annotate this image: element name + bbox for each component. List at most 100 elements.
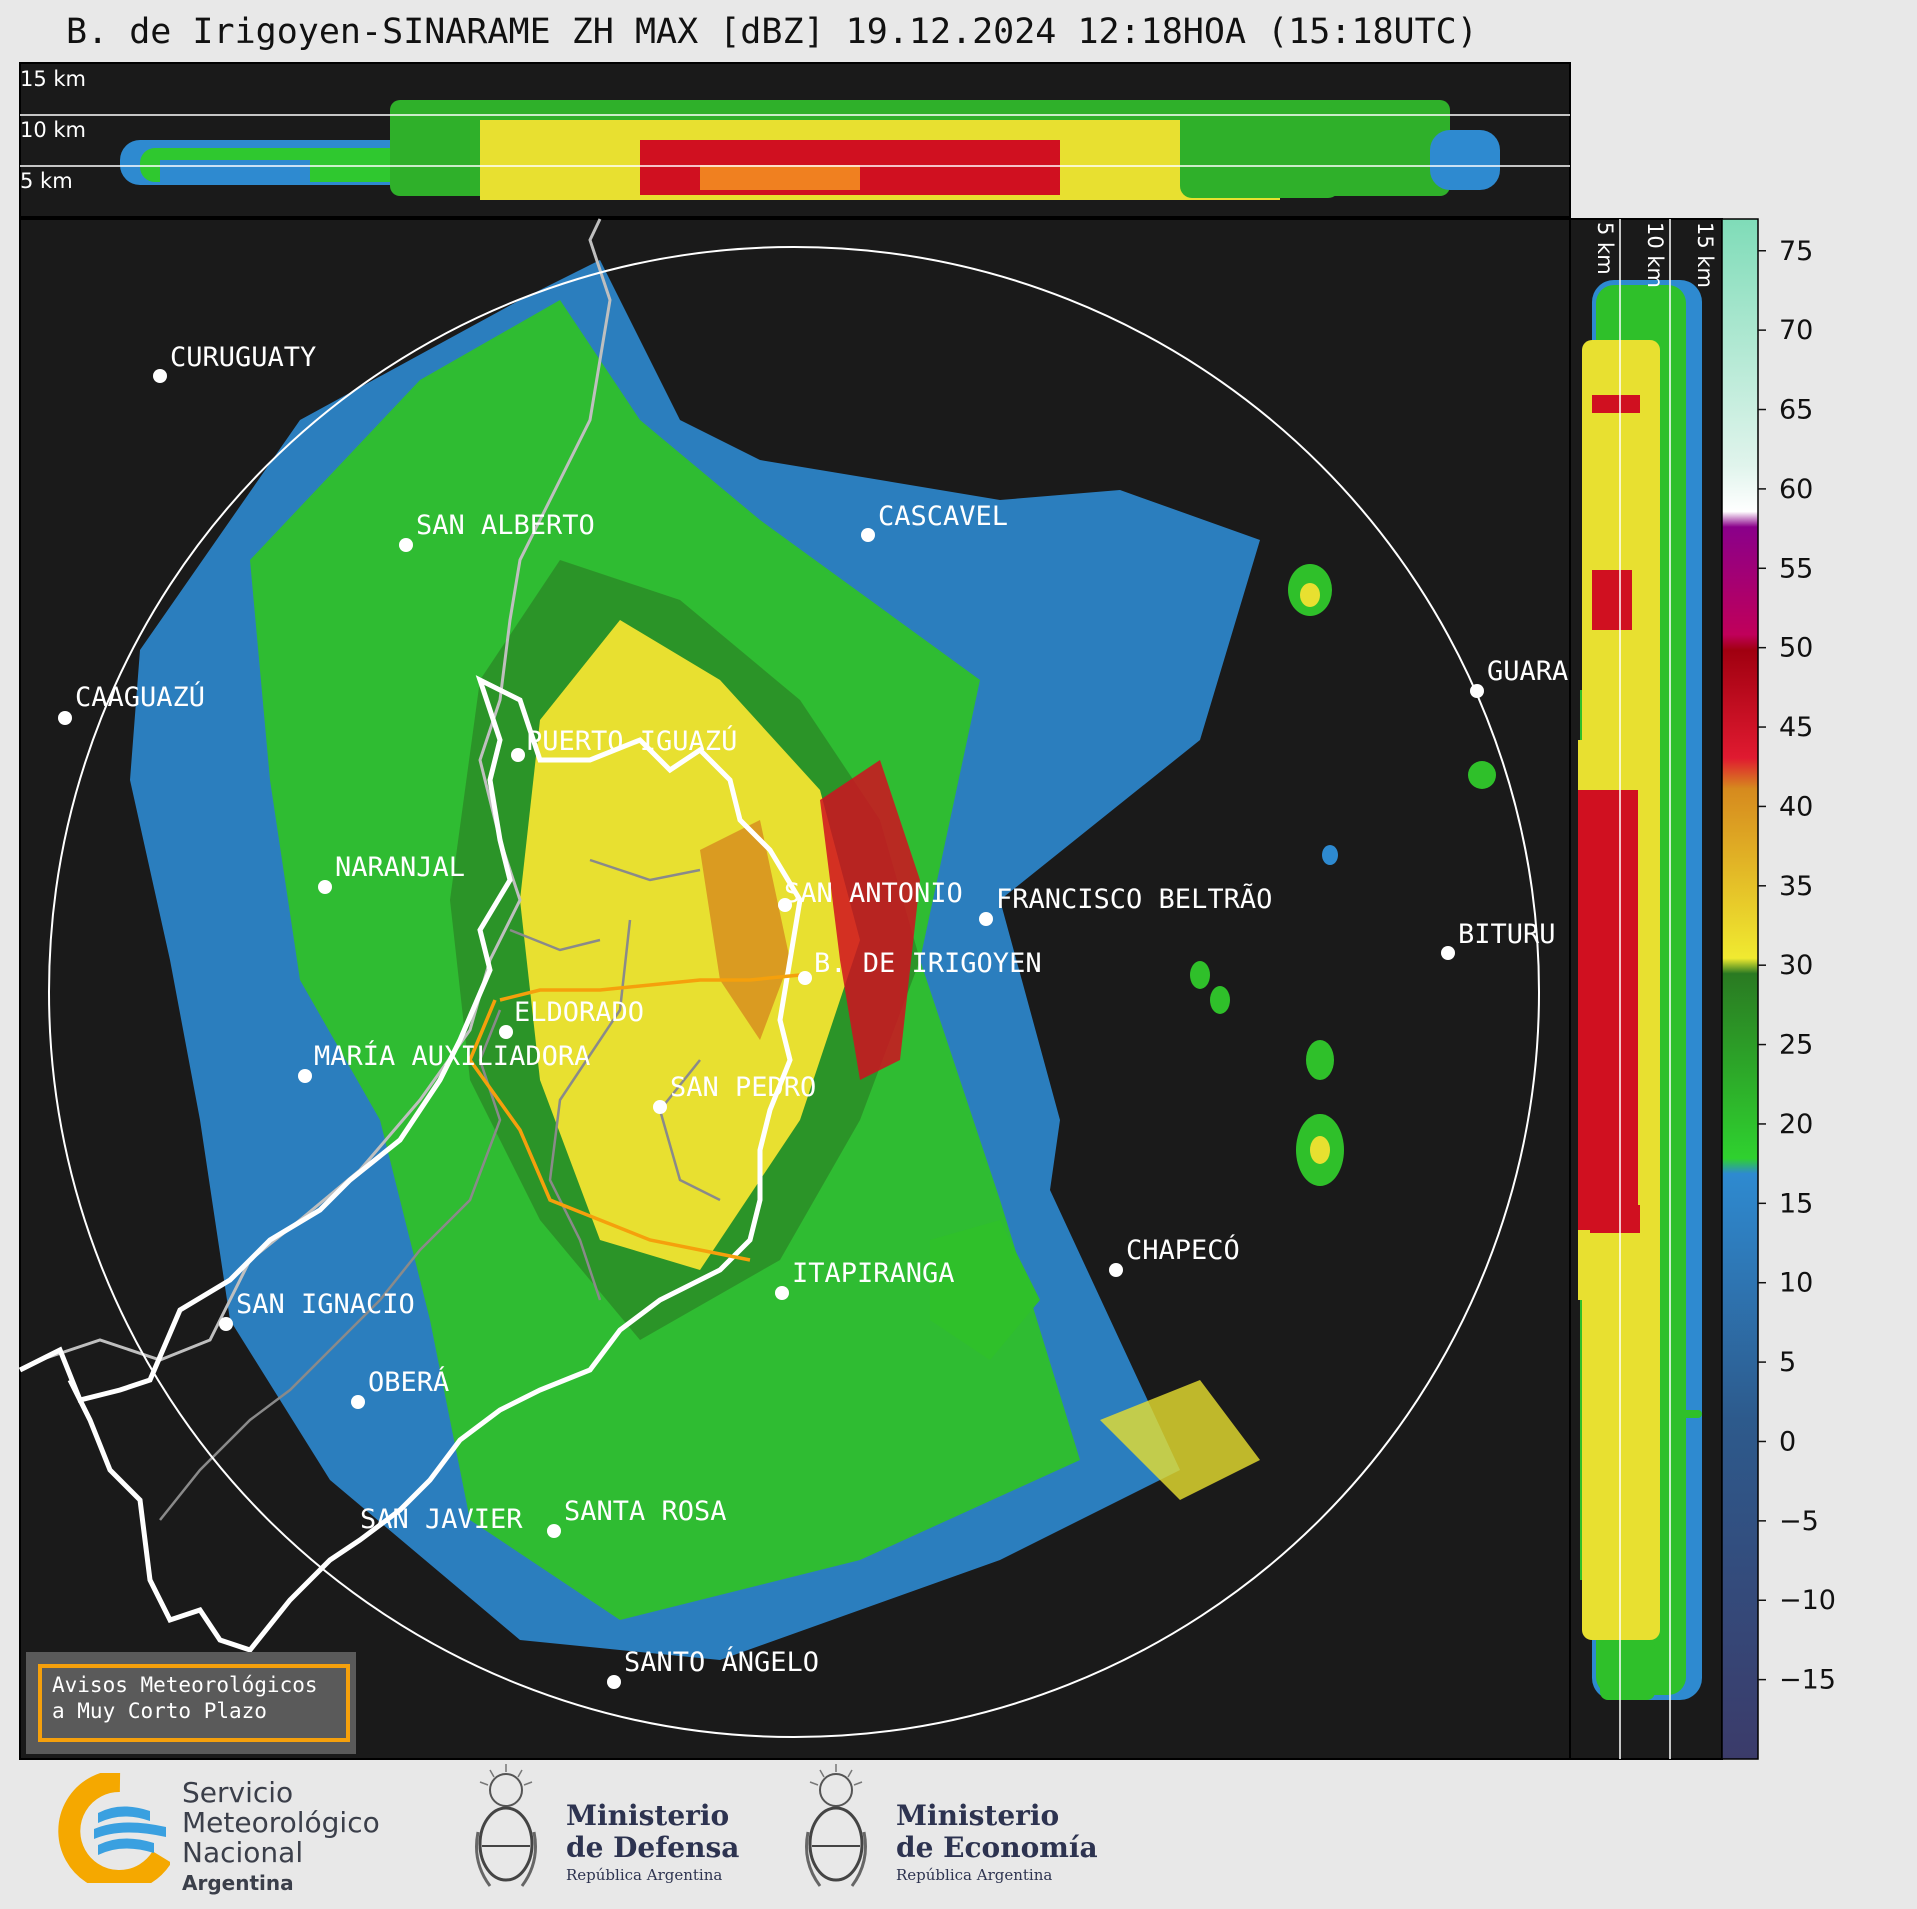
notice-line-2: a Muy Corto Plazo	[52, 1699, 267, 1723]
economia-line-2: de Economía	[896, 1831, 1098, 1864]
svg-text:SAN JAVIER: SAN JAVIER	[360, 1504, 523, 1535]
colorbar-tick-label: 5	[1779, 1347, 1796, 1378]
svg-text:ELDORADO: ELDORADO	[514, 997, 644, 1028]
city-eldorado: ELDORADO	[499, 997, 644, 1039]
top-height-label-5: 5 km	[20, 169, 73, 193]
svg-text:SAN PEDRO: SAN PEDRO	[670, 1072, 816, 1103]
radar-echoes	[130, 260, 1496, 1660]
colorbar-tick-label: −10	[1779, 1585, 1836, 1616]
svg-text:SAN IGNACIO: SAN IGNACIO	[236, 1289, 415, 1320]
side-height-label-5: 5 km	[1593, 222, 1617, 275]
colorbar-tick-label: −15	[1779, 1665, 1836, 1696]
city-maria-auxiliadora: MARÍA AUXILIADORA	[298, 1040, 590, 1083]
defensa-line-3: República Argentina	[566, 1866, 723, 1884]
city-santo-angelo: SANTO ÁNGELO	[607, 1646, 819, 1689]
svg-text:CHAPECÓ: CHAPECÓ	[1126, 1234, 1240, 1266]
svg-text:B. DE IRIGOYEN: B. DE IRIGOYEN	[814, 948, 1042, 979]
svg-text:OBERÁ: OBERÁ	[368, 1366, 449, 1398]
echo-red-band	[820, 760, 920, 1080]
defensa-line-2: de Defensa	[566, 1831, 740, 1864]
svg-text:NARANJAL: NARANJAL	[335, 852, 465, 883]
svg-text:MARÍA AUXILIADORA: MARÍA AUXILIADORA	[314, 1040, 590, 1072]
svg-text:PUERTO IGUAZÚ: PUERTO IGUAZÚ	[526, 725, 737, 757]
svg-text:BITURU: BITURU	[1458, 919, 1556, 950]
notice-line-1: Avisos Meteorológicos	[52, 1673, 318, 1697]
economia-line-3: República Argentina	[896, 1866, 1053, 1884]
side-echo-max	[1578, 790, 1638, 1230]
svg-text:FRANCISCO BELTRÃO: FRANCISCO BELTRÃO	[996, 883, 1272, 915]
city-puerto-iguazu: PUERTO IGUAZÚ	[511, 725, 737, 762]
department-borders	[159, 858, 721, 1521]
city-cascavel: CASCAVEL	[861, 501, 1008, 542]
coat-of-arms-icon	[475, 1764, 537, 1887]
colorbar-tick-label: 50	[1779, 633, 1813, 664]
colorbar-tick-label: 70	[1779, 315, 1813, 346]
svg-text:CAAGUAZÚ: CAAGUAZÚ	[75, 681, 205, 713]
colorbar-bar	[1721, 218, 1759, 1760]
svg-text:GUARA: GUARA	[1487, 656, 1568, 687]
city-markers: CURUGUATY SAN ALBERTO CASCAVEL CAAGUAZÚ …	[58, 342, 1568, 1689]
city-curuguaty: CURUGUATY	[153, 342, 316, 383]
svg-text:SANTO ÁNGELO: SANTO ÁNGELO	[624, 1646, 819, 1678]
notice-frame: Avisos Meteorológicos a Muy Corto Plazo	[38, 1664, 350, 1742]
colorbar-tick-label: 35	[1779, 871, 1813, 902]
colorbar-tick-label: 60	[1779, 474, 1813, 505]
city-san-ignacio: SAN IGNACIO	[219, 1289, 415, 1331]
map-panel	[18, 218, 1571, 1760]
city-francisco-beltrao: FRANCISCO BELTRÃO	[979, 883, 1272, 926]
ministerio-economia-logo: Ministerio de Economía República Argenti…	[896, 1799, 1098, 1885]
range-ring	[48, 246, 1540, 1738]
colorbar-tick-label: −5	[1779, 1506, 1819, 1537]
city-san-pedro: SAN PEDRO	[653, 1072, 816, 1114]
smn-line-3: Nacional	[182, 1836, 304, 1869]
city-naranjal: NARANJAL	[318, 852, 465, 894]
svg-text:SAN ANTONIO: SAN ANTONIO	[784, 878, 963, 909]
colorbar-tick-label: 15	[1779, 1188, 1813, 1219]
svg-text:ITAPIRANGA: ITAPIRANGA	[792, 1258, 955, 1289]
side-height-label-10: 10 km	[1643, 222, 1667, 288]
smn-logo-icon	[58, 1773, 170, 1883]
colorbar-tick-label: 30	[1779, 950, 1813, 981]
economia-line-1: Ministerio	[896, 1799, 1060, 1832]
colorbar-tick-label: 20	[1779, 1109, 1813, 1140]
city-chapeco: CHAPECÓ	[1109, 1234, 1240, 1277]
city-obera: OBERÁ	[351, 1366, 449, 1409]
svg-text:SAN ALBERTO: SAN ALBERTO	[416, 510, 595, 541]
city-san-javier: SAN JAVIER	[360, 1504, 523, 1535]
side-height-label-15: 15 km	[1693, 222, 1717, 288]
colorbar-tick-label: 55	[1779, 553, 1813, 584]
colorbar-tick-label: 25	[1779, 1030, 1813, 1061]
city-guara: GUARA	[1470, 656, 1568, 698]
echo-yellow-region	[520, 620, 860, 1270]
smn-logo-text: Servicio Meteorológico Nacional Argentin…	[182, 1778, 380, 1898]
city-caaguazu: CAAGUAZÚ	[58, 681, 205, 725]
province-border	[18, 675, 803, 1653]
city-san-antonio: SAN ANTONIO	[778, 878, 963, 912]
colorbar-tick-label: 65	[1779, 395, 1813, 426]
region-outline	[468, 973, 801, 1262]
smn-line-1: Servicio	[182, 1776, 294, 1809]
side-height-panel: 5 km 10 km 15 km	[1569, 218, 1723, 1760]
colorbar-tick-label: 75	[1779, 236, 1813, 267]
colorbar-tick-label: 10	[1779, 1268, 1813, 1299]
top-height-label-15: 15 km	[20, 67, 86, 91]
smn-line-4: Argentina	[182, 1871, 294, 1895]
chart-title: B. de Irigoyen-SINARAME ZH MAX [dBZ] 19.…	[66, 12, 1478, 52]
colorbar-tick-label: 0	[1779, 1426, 1796, 1457]
colorbar-tick-label: 40	[1779, 791, 1813, 822]
svg-text:CASCAVEL: CASCAVEL	[878, 501, 1008, 532]
smn-line-2: Meteorológico	[182, 1806, 380, 1839]
top-height-label-10: 10 km	[20, 118, 86, 142]
notice-box: Avisos Meteorológicos a Muy Corto Plazo	[26, 1652, 356, 1754]
ministerio-defensa-logo: Ministerio de Defensa República Argentin…	[566, 1799, 740, 1885]
defensa-line-1: Ministerio	[566, 1799, 730, 1832]
country-border	[39, 218, 612, 1362]
colorbar-tick-label: 45	[1779, 712, 1813, 743]
svg-text:CURUGUATY: CURUGUATY	[170, 342, 316, 373]
city-b-de-irigoyen: B. DE IRIGOYEN	[798, 948, 1042, 985]
coat-of-arms-icon	[805, 1764, 867, 1887]
city-itapiranga: ITAPIRANGA	[775, 1258, 955, 1300]
